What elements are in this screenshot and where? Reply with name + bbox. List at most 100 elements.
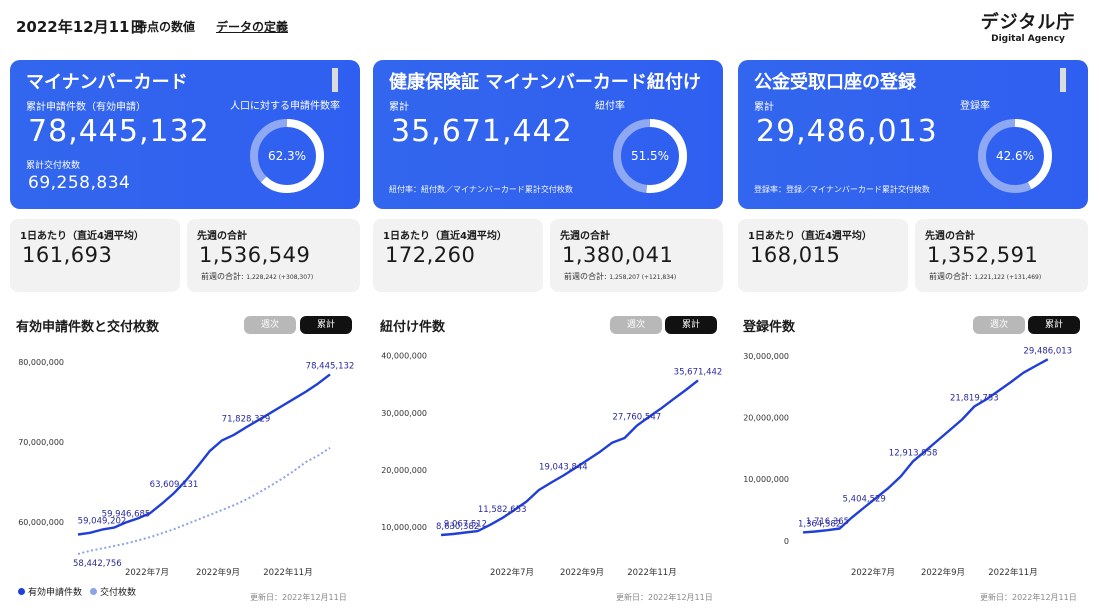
point-label: 8,630,382 bbox=[436, 522, 479, 532]
x-tick-label: 2022年9月 bbox=[560, 567, 604, 578]
x-tick-label: 2022年7月 bbox=[490, 567, 534, 578]
prev-week-label: 前週の合計: bbox=[201, 272, 244, 281]
card-footnote: 紐付率：紐付数／マイナンバーカード累計交付枚数 bbox=[389, 185, 573, 194]
donut-value: 62.3% bbox=[268, 149, 306, 163]
daily-average-box: 1日あたり（直近4週平均） 168,015 bbox=[738, 219, 908, 292]
legend-label: 有効申請件数 bbox=[28, 588, 83, 598]
daily-average-label: 1日あたり（直近4週平均） bbox=[20, 231, 144, 242]
insurance-link-line-chart: 10,000,000 20,000,000 30,000,000 40,000,000… bbox=[381, 352, 723, 578]
series-line bbox=[802, 358, 1049, 534]
logo-english: Digital Agency bbox=[991, 34, 1065, 44]
data-definition-link[interactable]: データの定義 bbox=[216, 20, 289, 34]
x-tick-label: 2022年11月 bbox=[263, 567, 312, 578]
card-menu-handle[interactable] bbox=[1060, 68, 1066, 92]
last-week-box: 先週の合計 1,380,041 前週の合計: 1,258,207 (+121,8… bbox=[550, 219, 723, 292]
cumulative-toggle[interactable]: 累計 bbox=[300, 316, 352, 334]
point-label: 63,609,131 bbox=[150, 480, 199, 490]
point-label: 35,671,442 bbox=[674, 367, 723, 377]
card-secondary-label: 累計交付枚数 bbox=[26, 161, 81, 171]
prev-week-value: 1,228,242 (+308,307) bbox=[246, 274, 314, 281]
registration-line-chart: 0 10,000,000 20,000,000 30,000,000 2022年7月 20… bbox=[743, 346, 1072, 578]
daily-average-label: 1日あたり（直近4週平均） bbox=[748, 231, 872, 242]
card-footnote: 登録率：登録／マイナンバーカード累計交付枚数 bbox=[754, 185, 930, 194]
point-label: 21,819,753 bbox=[950, 393, 999, 403]
daily-average-value: 172,260 bbox=[385, 243, 476, 267]
y-tick-label: 0 bbox=[784, 537, 789, 546]
rate-donut-chart: 42.6% bbox=[978, 119, 1052, 193]
series-line bbox=[77, 447, 331, 555]
card-menu-handle[interactable] bbox=[332, 68, 338, 92]
y-tick-label: 10,000,000 bbox=[743, 475, 789, 484]
legend-item[interactable]: 有効申請件数 bbox=[18, 585, 82, 598]
legend-dot bbox=[18, 588, 25, 595]
report-date: 2022年12月11日 bbox=[16, 18, 145, 36]
daily-average-label: 1日あたり（直近4週平均） bbox=[383, 231, 507, 242]
daily-average-value: 161,693 bbox=[22, 243, 113, 267]
card-rate-label: 登録率 bbox=[960, 101, 990, 112]
y-tick-label: 30,000,000 bbox=[743, 352, 789, 361]
card-rate-label: 紐付率 bbox=[595, 101, 625, 112]
series-line bbox=[440, 379, 699, 537]
card-title: 公金受取口座の登録 bbox=[754, 72, 916, 93]
point-label: 71,828,329 bbox=[222, 414, 271, 424]
card-sub-label: 累計 bbox=[754, 102, 774, 113]
legend-item[interactable]: 交付枚数 bbox=[90, 585, 136, 598]
y-tick-label: 80,000,000 bbox=[18, 358, 64, 367]
digital-agency-logo[interactable]: デジタル庁 Digital Agency bbox=[978, 8, 1078, 44]
chart-title: 有効申請件数と交付枚数 bbox=[16, 320, 160, 335]
y-tick-label: 30,000,000 bbox=[381, 409, 427, 418]
point-label: 29,486,013 bbox=[1023, 346, 1072, 356]
x-tick-label: 2022年11月 bbox=[988, 567, 1037, 578]
y-tick-label: 70,000,000 bbox=[18, 438, 64, 447]
weekly-toggle[interactable]: 週次 bbox=[610, 316, 662, 334]
mynumber-card-summary: マイナンバーカード 累計申請件数（有効申請） 78,445,132 累計交付枚数… bbox=[10, 60, 360, 209]
x-tick-label: 2022年7月 bbox=[125, 567, 169, 578]
last-week-label: 先週の合計 bbox=[560, 231, 610, 242]
insurance-link-summary: 健康保険証 マイナンバーカード紐付け 累計 35,671,442 紐付率：紐付数… bbox=[373, 60, 723, 209]
card-title: 健康保険証 マイナンバーカード紐付け bbox=[389, 72, 701, 93]
x-tick-label: 2022年9月 bbox=[196, 567, 240, 578]
chart-title: 紐付け件数 bbox=[380, 320, 446, 335]
prev-week-label: 前週の合計: bbox=[929, 272, 972, 281]
prev-week-total: 前週の合計: 1,221,122 (+131,469) bbox=[929, 271, 1041, 282]
weekly-toggle[interactable]: 週次 bbox=[244, 316, 296, 334]
donut-arc bbox=[250, 119, 324, 193]
rate-donut-chart: 51.5% bbox=[613, 119, 687, 193]
point-label: 11,582,653 bbox=[478, 505, 527, 515]
y-tick-label: 20,000,000 bbox=[381, 466, 427, 475]
daily-average-value: 168,015 bbox=[750, 243, 841, 267]
point-label: 27,760,547 bbox=[612, 413, 661, 423]
cumulative-toggle[interactable]: 累計 bbox=[665, 316, 717, 334]
applications-line-chart: 60,000,000 70,000,000 80,000,000 2022年7月 202… bbox=[18, 358, 354, 578]
y-tick-label: 20,000,000 bbox=[743, 414, 789, 423]
x-tick-label: 2022年11月 bbox=[627, 567, 676, 578]
last-week-label: 先週の合計 bbox=[925, 231, 975, 242]
prev-week-label: 前週の合計: bbox=[564, 272, 607, 281]
series-line bbox=[77, 373, 331, 536]
last-week-box: 先週の合計 1,352,591 前週の合計: 1,221,122 (+131,4… bbox=[915, 219, 1088, 292]
x-tick-label: 2022年9月 bbox=[921, 567, 965, 578]
prev-week-total: 前週の合計: 1,228,242 (+308,307) bbox=[201, 271, 313, 282]
report-date-suffix: 時点の数値 bbox=[135, 20, 196, 34]
point-label: 58,442,756 bbox=[73, 559, 122, 569]
donut-value: 51.5% bbox=[631, 149, 669, 163]
card-main-value: 35,671,442 bbox=[391, 114, 573, 149]
last-week-label: 先週の合計 bbox=[197, 231, 247, 242]
prev-week-total: 前週の合計: 1,258,207 (+121,834) bbox=[564, 271, 676, 282]
updated-date: 更新日：2022年12月11日 bbox=[250, 593, 347, 602]
point-label: 5,404,529 bbox=[843, 495, 886, 505]
point-label: 1,364,582 bbox=[798, 519, 841, 529]
point-label: 12,913,958 bbox=[889, 448, 938, 458]
card-title: マイナンバーカード bbox=[26, 72, 188, 93]
weekly-toggle[interactable]: 週次 bbox=[973, 316, 1025, 334]
cumulative-toggle[interactable]: 累計 bbox=[1028, 316, 1080, 334]
legend-label: 交付枚数 bbox=[100, 588, 137, 598]
chart-title: 登録件数 bbox=[743, 320, 796, 335]
updated-date: 更新日：2022年12月11日 bbox=[980, 593, 1077, 602]
point-label: 59,049,202 bbox=[78, 517, 127, 527]
card-secondary-value: 69,258,834 bbox=[28, 173, 131, 193]
y-tick-label: 10,000,000 bbox=[381, 523, 427, 532]
donut-value: 42.6% bbox=[996, 149, 1034, 163]
daily-average-box: 1日あたり（直近4週平均） 172,260 bbox=[373, 219, 543, 292]
prev-week-value: 1,258,207 (+121,834) bbox=[609, 274, 677, 281]
